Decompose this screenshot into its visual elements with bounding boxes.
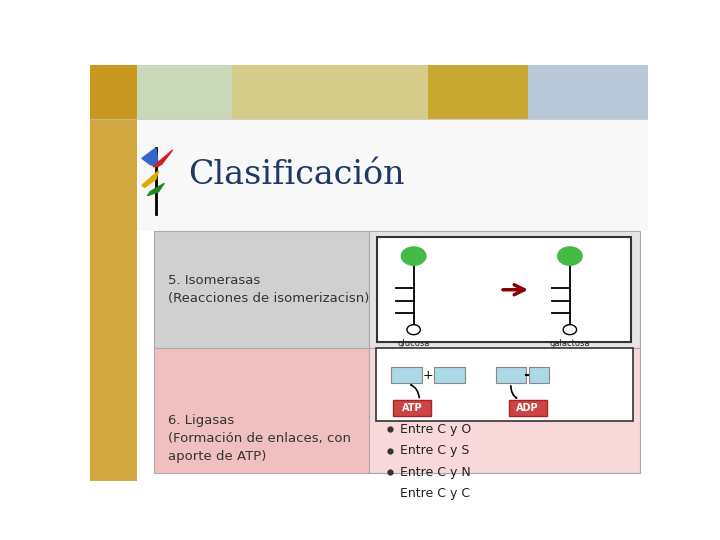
Bar [434,367,465,383]
Bar [369,348,639,473]
Text: Clasificación: Clasificación [188,159,404,191]
Bar [528,367,549,383]
Bar [369,231,639,348]
Bar [90,65,138,119]
Polygon shape [153,150,173,167]
Text: Entre C y S: Entre C y S [400,444,469,457]
Polygon shape [148,183,164,196]
FancyArrowPatch shape [411,385,419,397]
Bar [528,65,648,119]
FancyBboxPatch shape [393,400,431,416]
Bar [233,65,428,119]
FancyBboxPatch shape [508,400,547,416]
FancyBboxPatch shape [377,238,631,342]
Circle shape [563,325,577,335]
Text: galactosa: galactosa [549,339,590,348]
Text: glucosa: glucosa [397,339,430,348]
Bar [138,65,233,119]
Polygon shape [142,148,158,167]
Text: +: + [423,369,433,382]
FancyArrowPatch shape [511,386,516,398]
Circle shape [407,325,420,335]
FancyBboxPatch shape [376,348,633,421]
Circle shape [557,247,582,265]
Text: ATP: ATP [402,403,423,413]
Text: Entre C y N: Entre C y N [400,466,470,479]
Bar [428,65,528,119]
Bar [392,367,422,383]
Polygon shape [142,171,158,187]
Text: Entre C y C: Entre C y C [400,488,470,501]
Text: 6. Ligasas
(Formación de enlaces, con
aporte de ATP): 6. Ligasas (Formación de enlaces, con ap… [168,414,351,463]
Text: ADP: ADP [516,403,539,413]
Circle shape [401,247,426,265]
Bar [154,348,369,473]
Bar [154,231,369,348]
Bar [495,367,526,383]
Bar [138,119,648,231]
Text: Entre C y O: Entre C y O [400,422,471,436]
Bar [90,65,138,481]
Text: 5. Isomerasas
(Reacciones de isomerizacisn): 5. Isomerasas (Reacciones de isomerizaci… [168,274,369,305]
